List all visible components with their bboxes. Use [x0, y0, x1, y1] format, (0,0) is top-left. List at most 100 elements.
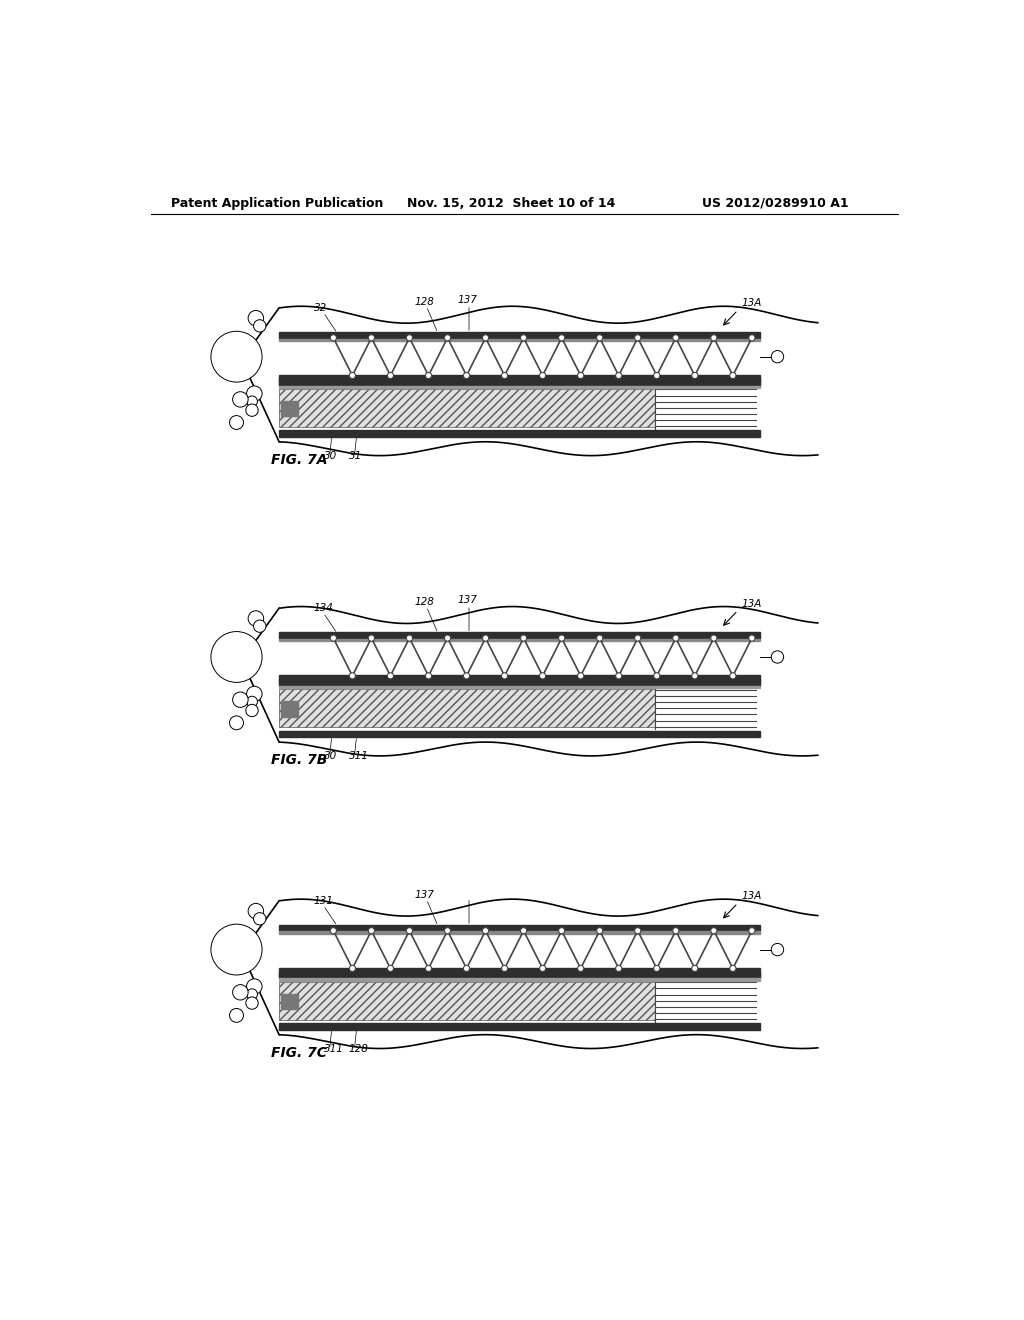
Text: 13A: 13A	[741, 598, 762, 609]
Text: 311: 311	[324, 1044, 344, 1053]
Text: 31: 31	[349, 450, 362, 461]
Circle shape	[711, 635, 717, 642]
Bar	[281, 701, 298, 717]
Circle shape	[369, 635, 375, 642]
Bar	[280, 972, 760, 978]
Circle shape	[578, 372, 584, 379]
Text: FIG. 7B: FIG. 7B	[271, 754, 328, 767]
Bar	[280, 686, 760, 688]
Circle shape	[673, 635, 679, 642]
Circle shape	[673, 928, 679, 933]
Circle shape	[444, 335, 451, 341]
Circle shape	[540, 965, 546, 972]
Circle shape	[425, 965, 431, 972]
Text: 30: 30	[324, 751, 337, 762]
Circle shape	[387, 372, 393, 379]
Bar	[281, 994, 298, 1010]
Circle shape	[730, 372, 736, 379]
Circle shape	[254, 319, 266, 333]
Circle shape	[246, 404, 258, 416]
Bar	[280, 678, 760, 686]
Bar	[280, 379, 760, 385]
Circle shape	[387, 673, 393, 678]
Circle shape	[597, 635, 603, 642]
Circle shape	[615, 965, 622, 972]
Bar	[280, 682, 760, 684]
Circle shape	[464, 372, 470, 379]
Circle shape	[520, 335, 526, 341]
Circle shape	[229, 1008, 244, 1022]
Circle shape	[749, 335, 755, 341]
Bar	[280, 385, 760, 388]
Text: 32: 32	[314, 302, 328, 313]
Circle shape	[425, 372, 431, 379]
Circle shape	[520, 635, 526, 642]
Circle shape	[247, 396, 257, 407]
Circle shape	[615, 673, 622, 678]
Bar	[280, 932, 760, 933]
Text: FIG. 7A: FIG. 7A	[271, 453, 328, 467]
Circle shape	[635, 335, 641, 341]
Circle shape	[520, 928, 526, 933]
Circle shape	[254, 912, 266, 925]
Circle shape	[369, 335, 375, 341]
Bar	[280, 675, 760, 682]
Text: FIG. 7C: FIG. 7C	[271, 1045, 328, 1060]
Circle shape	[464, 965, 470, 972]
Circle shape	[615, 372, 622, 379]
Bar	[280, 982, 655, 1020]
Circle shape	[425, 673, 431, 678]
Circle shape	[540, 372, 546, 379]
Circle shape	[597, 928, 603, 933]
Circle shape	[331, 928, 337, 933]
Circle shape	[331, 635, 337, 642]
Text: 128: 128	[349, 1044, 369, 1053]
Text: 13A: 13A	[741, 298, 762, 309]
Circle shape	[349, 965, 355, 972]
Circle shape	[578, 673, 584, 678]
Circle shape	[691, 372, 698, 379]
Bar	[280, 689, 655, 727]
Circle shape	[211, 331, 262, 381]
Circle shape	[711, 928, 717, 933]
Circle shape	[246, 705, 258, 717]
Bar	[280, 632, 760, 639]
Bar	[280, 978, 760, 981]
Circle shape	[691, 965, 698, 972]
Text: 13A: 13A	[741, 891, 762, 902]
Circle shape	[331, 335, 337, 341]
Circle shape	[247, 385, 262, 401]
Circle shape	[444, 635, 451, 642]
Circle shape	[254, 620, 266, 632]
Circle shape	[247, 686, 262, 702]
Circle shape	[597, 335, 603, 341]
Bar	[280, 331, 760, 339]
Circle shape	[711, 335, 717, 341]
Bar	[280, 968, 760, 974]
Circle shape	[247, 989, 257, 999]
Circle shape	[407, 335, 413, 341]
Text: 30: 30	[324, 450, 337, 461]
Circle shape	[482, 335, 488, 341]
Circle shape	[502, 673, 508, 678]
Bar	[280, 381, 760, 384]
Circle shape	[387, 965, 393, 972]
Circle shape	[749, 928, 755, 933]
Circle shape	[247, 979, 262, 994]
Circle shape	[248, 310, 263, 326]
Circle shape	[482, 635, 488, 642]
Circle shape	[653, 673, 659, 678]
Circle shape	[635, 928, 641, 933]
Circle shape	[246, 997, 258, 1010]
Bar	[280, 924, 760, 932]
Circle shape	[730, 965, 736, 972]
Circle shape	[349, 673, 355, 678]
Text: US 2012/0289910 A1: US 2012/0289910 A1	[701, 197, 848, 210]
Circle shape	[653, 965, 659, 972]
Circle shape	[211, 631, 262, 682]
Circle shape	[248, 903, 263, 919]
Circle shape	[407, 928, 413, 933]
Circle shape	[558, 928, 565, 933]
Text: 137: 137	[458, 296, 477, 305]
Circle shape	[558, 335, 565, 341]
